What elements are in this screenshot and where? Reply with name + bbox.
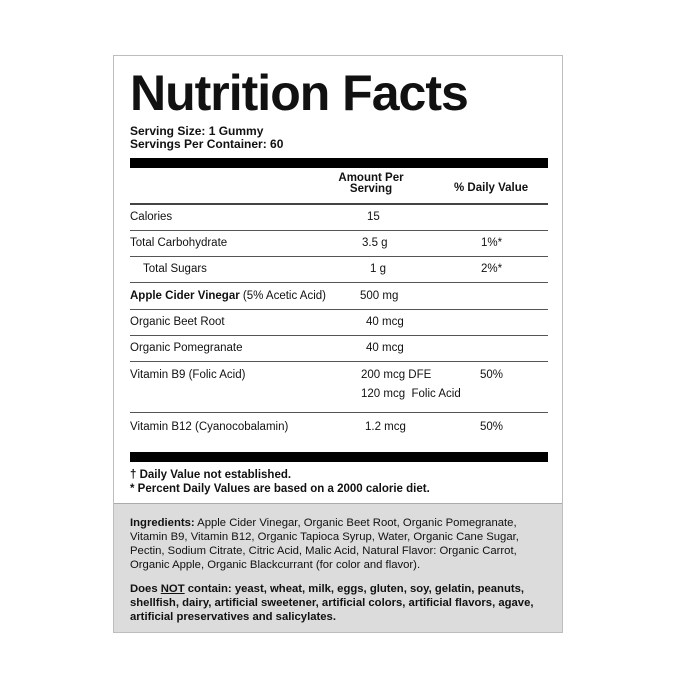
servings-per-container: Servings Per Container: 60	[130, 137, 284, 151]
row-name-vitamin-b9: Vitamin B9 (Folic Acid)	[130, 369, 246, 381]
divider	[130, 361, 548, 362]
row-name-vitamin-b12: Vitamin B12 (Cyanocobalamin)	[130, 421, 289, 433]
does-not-prefix: Does	[130, 583, 161, 595]
thick-divider	[130, 158, 548, 168]
page-title: Nutrition Facts	[130, 65, 469, 121]
row-amount-total-sugars: 1 g	[370, 263, 386, 275]
row-amount-vitamin-b12: 1.2 mcg	[365, 421, 406, 433]
does-not-list: contain: yeast, wheat, milk, eggs, glute…	[130, 583, 534, 623]
row-amount-organic-beet-root: 40 mcg	[366, 316, 404, 328]
nutrition-facts-panel: Nutrition Facts Serving Size: 1 Gummy Se…	[113, 55, 563, 633]
divider	[130, 256, 548, 257]
divider	[130, 309, 548, 310]
does-not-contain-text: Does NOT contain: yeast, wheat, milk, eg…	[130, 582, 550, 624]
footnote-dagger: † Daily Value not established.	[130, 469, 292, 481]
row-name-organic-pomegranate: Organic Pomegranate	[130, 342, 243, 354]
amount-per-serving-header: Amount Per Serving	[336, 172, 406, 195]
ingredients-label: Ingredients:	[130, 517, 195, 529]
row-name-total-carbohydrate: Total Carbohydrate	[130, 237, 228, 249]
divider	[130, 412, 548, 413]
row-dv-vitamin-b12: 50%	[480, 421, 504, 433]
row-amount-organic-pomegranate: 40 mcg	[366, 342, 404, 354]
row-dv-total-carbohydrate: 1%*	[481, 237, 503, 249]
row-name-calories: Calories	[130, 211, 173, 223]
row-amount-vitamin-b9: 200 mcg DFE	[361, 369, 432, 381]
row-amount-total-carbohydrate: 3.5 g	[362, 237, 388, 249]
row-name-total-sugars: Total Sugars	[143, 263, 207, 275]
ingredients-section: Ingredients: Apple Cider Vinegar, Organi…	[114, 503, 562, 632]
amount-header-line2: Serving	[349, 183, 393, 195]
row-amount-calories: 15	[367, 211, 380, 223]
row-name-apple-cider-vinegar: Apple Cider Vinegar (5% Acetic Acid)	[130, 290, 326, 302]
acv-name-bold: Apple Cider Vinegar	[130, 290, 240, 302]
divider	[130, 230, 548, 231]
row-amount-apple-cider-vinegar: 500 mg	[360, 290, 399, 302]
serving-size: Serving Size: 1 Gummy	[130, 124, 264, 138]
not-underlined: NOT	[160, 583, 185, 595]
footnote-percent-dv: * Percent Daily Values are based on a 20…	[130, 483, 430, 495]
row-dv-total-sugars: 2%*	[481, 263, 503, 275]
divider	[130, 335, 548, 336]
row-amount2-vitamin-b9: 120 mcg Folic Acid	[361, 388, 461, 400]
row-name-organic-beet-root: Organic Beet Root	[130, 316, 225, 328]
amount-header-line1: Amount Per	[338, 172, 404, 184]
ingredients-list: Apple Cider Vinegar, Organic Beet Root, …	[130, 517, 519, 571]
thick-divider	[130, 452, 548, 462]
ingredients-text: Ingredients: Apple Cider Vinegar, Organi…	[130, 516, 550, 572]
row-dv-vitamin-b9: 50%	[480, 369, 504, 381]
acv-name-suffix: (5% Acetic Acid)	[239, 290, 327, 302]
divider	[130, 282, 548, 283]
divider	[130, 203, 548, 205]
daily-value-header: % Daily Value	[454, 182, 529, 194]
